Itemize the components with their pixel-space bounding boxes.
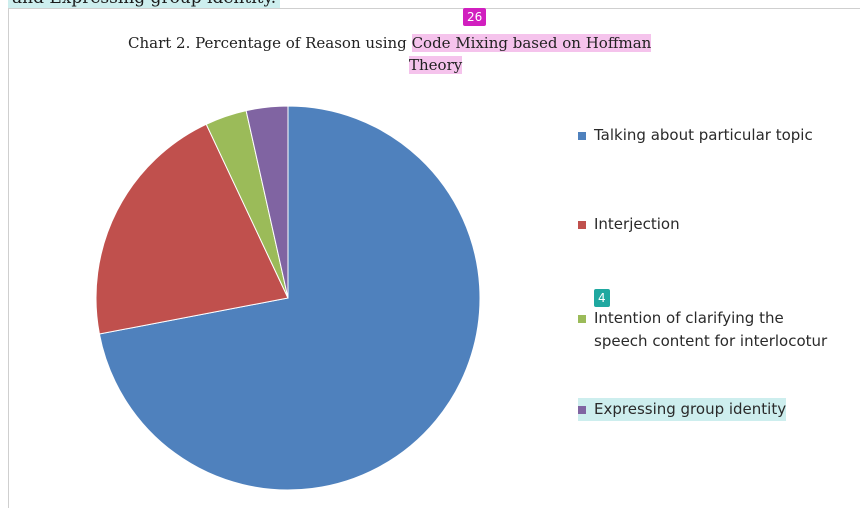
annotation-badge-title: 26 xyxy=(463,8,487,26)
legend-label-group-identity: Expressing group identity xyxy=(578,398,787,421)
legend-item-group-identity: Expressing group identity xyxy=(578,398,787,421)
legend-item-talking: Talking about particular topic xyxy=(578,124,813,147)
legend-item-clarifying: Intention of clarifying the speech conte… xyxy=(578,307,834,353)
chart-title-highlight-2: Theory xyxy=(409,56,463,74)
legend-swatch-clarifying xyxy=(578,315,586,323)
annotation-badge-legend: 4 xyxy=(594,289,610,307)
pie-slice-interjection xyxy=(95,123,289,335)
pie-slice-group-identity xyxy=(245,105,289,299)
chart-frame xyxy=(8,8,860,508)
chart-title-plain: Chart 2. Percentage of Reason using xyxy=(128,34,412,52)
preceding-document-text: and Expressing group identity. xyxy=(8,0,281,8)
chart-title: Chart 2. Percentage of Reason using Code… xyxy=(128,34,652,52)
legend-swatch-group-identity xyxy=(578,406,586,414)
chart-title-line-2: Theory xyxy=(409,56,463,74)
legend-swatch-talking xyxy=(578,132,586,140)
legend-swatch-interjection xyxy=(578,221,586,229)
pie-slice-talking xyxy=(98,105,481,491)
legend-label-talking: Talking about particular topic xyxy=(594,126,813,144)
legend-label-clarifying: Intention of clarifying the speech conte… xyxy=(594,309,828,350)
legend-label-interjection: Interjection xyxy=(594,215,680,233)
chart-title-highlight: Code Mixing based on Hoffman xyxy=(411,34,652,52)
legend-item-interjection: Interjection xyxy=(578,213,680,236)
